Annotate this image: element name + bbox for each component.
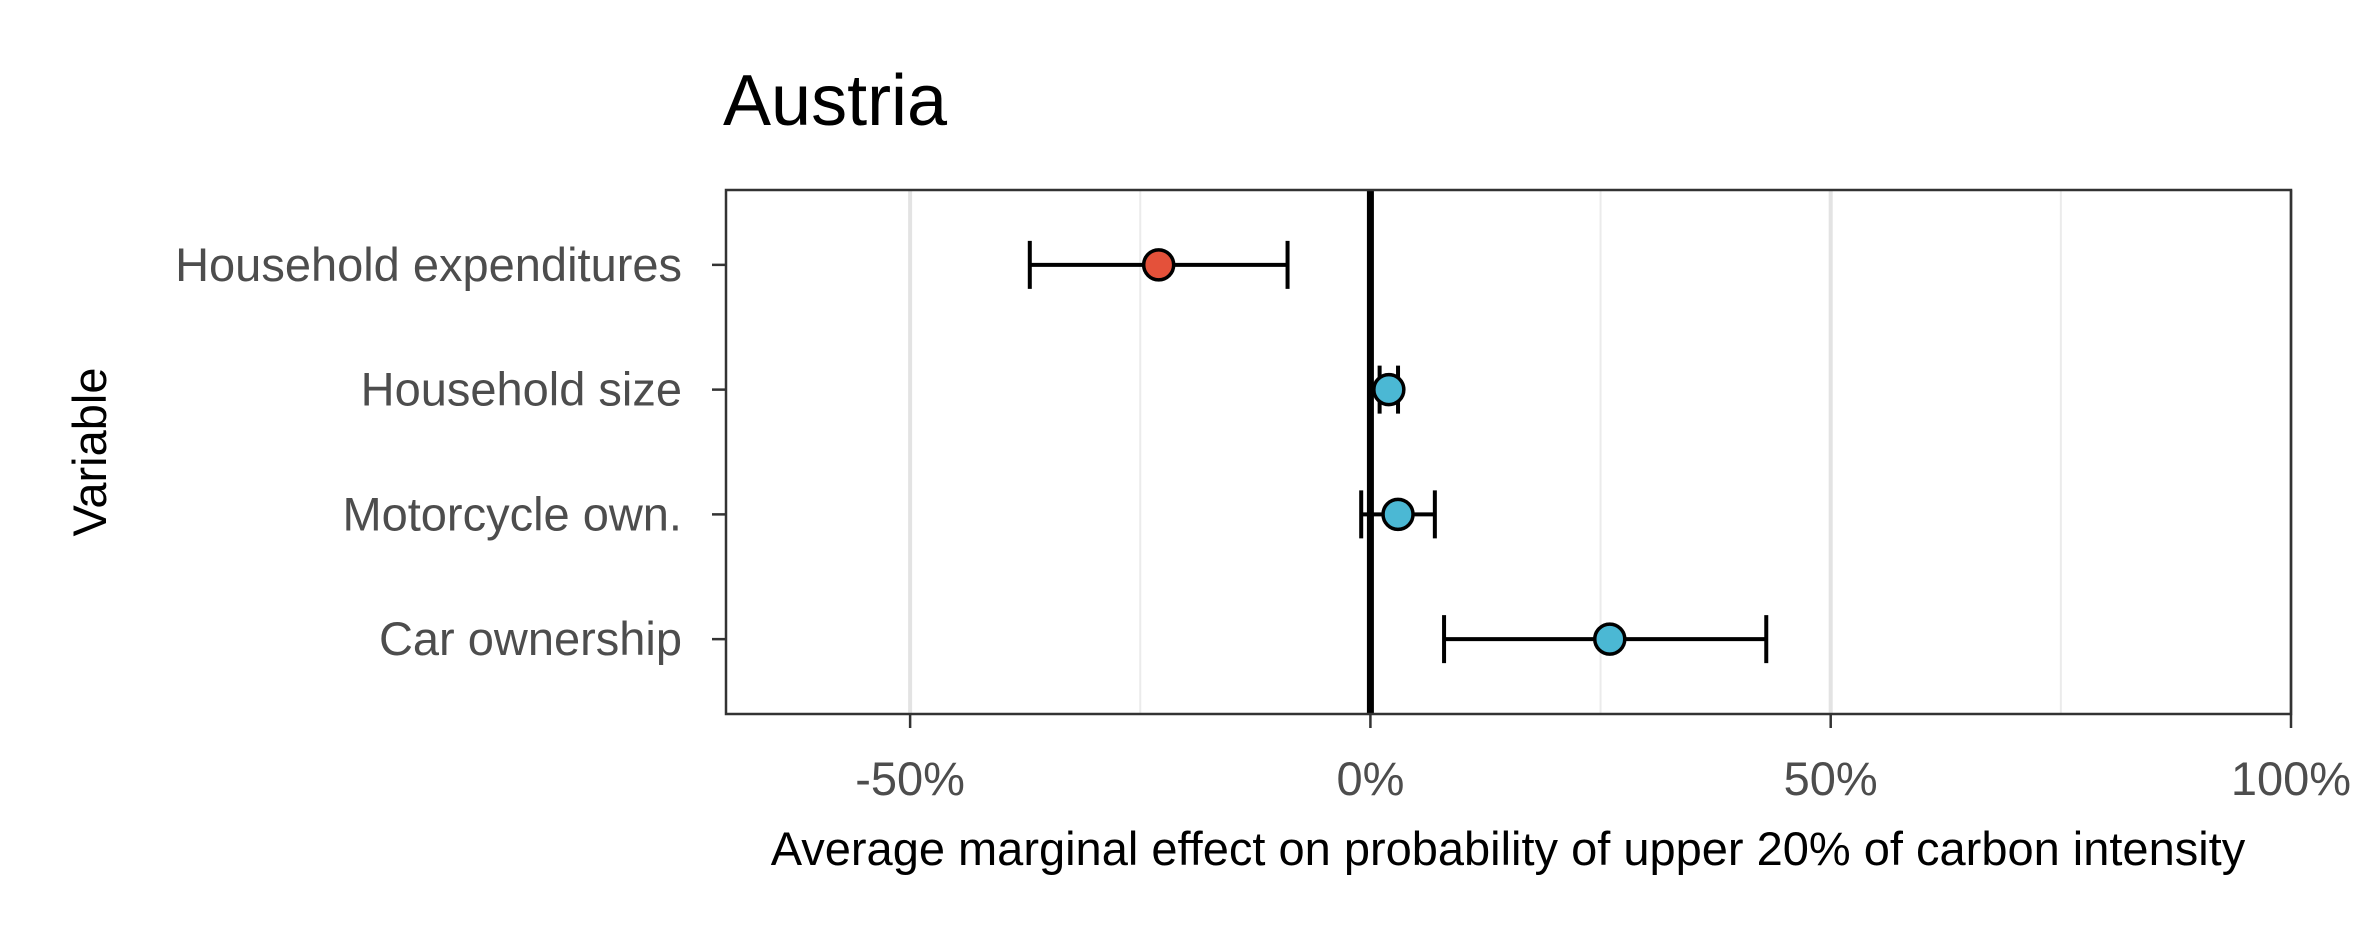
x-tick-label: -50% (855, 752, 965, 805)
data-point (1372, 372, 1406, 407)
data-point (1381, 497, 1415, 532)
y-tick-label: Household expenditures (175, 238, 682, 291)
y-axis-label: Variable (63, 368, 116, 537)
y-tick-label: Household size (361, 363, 682, 416)
y-tick-label: Car ownership (379, 612, 682, 665)
x-tick-label: 0% (1336, 752, 1404, 805)
chart-title: Austria (723, 61, 948, 141)
x-tick-label: 100% (2231, 752, 2351, 805)
data-point (1141, 248, 1176, 282)
y-tick-label: Motorcycle own. (342, 487, 682, 540)
data-point (1593, 622, 1627, 656)
x-tick-label: 50% (1784, 752, 1878, 805)
x-axis-label: Average marginal effect on probability o… (771, 822, 2246, 875)
plot-panel-border (724, 188, 2293, 716)
